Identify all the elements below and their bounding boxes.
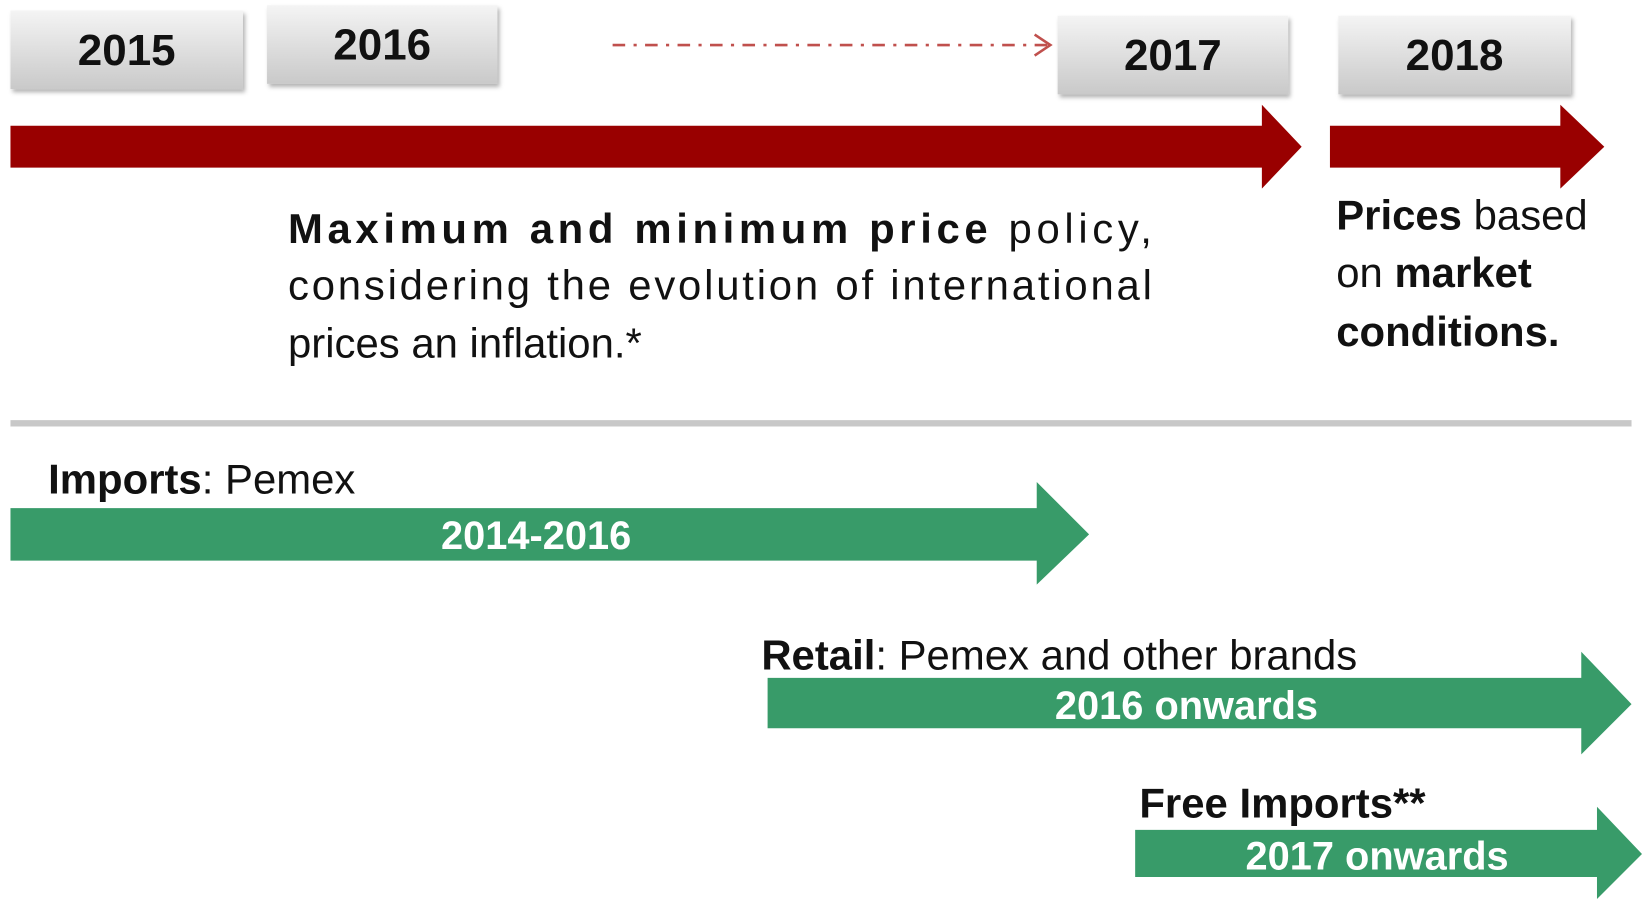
phase-arrow (1135, 806, 1642, 899)
text: considering the evolution of internation… (288, 262, 1152, 309)
bold-text: Prices (1336, 191, 1462, 238)
phase-header: Imports: Pemex (48, 456, 355, 503)
bold-text: market (1394, 249, 1531, 296)
policy-arrow (10, 104, 1302, 189)
text-line: conditions. (1336, 308, 1559, 355)
text: prices an inflation.* (288, 319, 642, 366)
phase-title: Retail (761, 632, 875, 679)
dashed-arrow-head (1033, 33, 1053, 57)
phase-header: Retail: Pemex and other brands (761, 632, 1357, 679)
phase-title: Imports (48, 456, 202, 503)
phase-period: 2017 onwards (1245, 835, 1508, 879)
year-box (1338, 15, 1571, 95)
year-label: 2018 (1406, 31, 1504, 80)
text-line: Prices based (1336, 191, 1587, 238)
phase-detail: : Pemex and other brands (875, 632, 1357, 679)
bold-text: conditions. (1336, 308, 1559, 355)
year-box (267, 5, 498, 84)
bold-text: Maximum and minimum price (288, 205, 988, 252)
year-box (1057, 15, 1289, 95)
content: 2015 2016 2017 2018 Maximum and minimum … (10, 5, 1642, 899)
market-arrow (1329, 104, 1605, 189)
phase-title: Free Imports** (1139, 779, 1426, 826)
text-line: prices an inflation.* (288, 319, 642, 366)
phase-header: Free Imports** (1139, 779, 1426, 826)
phase-arrow (767, 651, 1632, 755)
phase-period: 2014-2016 (441, 514, 631, 558)
text-line: Maximum and minimum price policy, (288, 205, 1152, 252)
year-box (10, 10, 243, 90)
text-line: on market (1336, 249, 1532, 296)
text: based (1462, 191, 1588, 238)
year-label: 2016 (333, 21, 431, 70)
phase-detail: : Pemex (202, 456, 356, 503)
phase-period: 2016 onwards (1055, 684, 1318, 728)
text: policy, (992, 205, 1152, 252)
text-line: considering the evolution of internation… (288, 262, 1152, 309)
phase-arrow (10, 481, 1090, 585)
year-label: 2017 (1124, 31, 1222, 80)
year-label: 2015 (78, 26, 176, 75)
text: on (1336, 249, 1394, 296)
